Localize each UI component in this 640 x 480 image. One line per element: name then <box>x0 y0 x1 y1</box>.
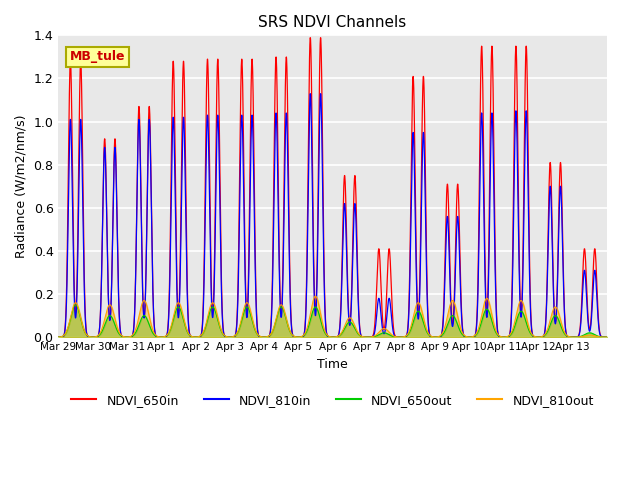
Legend: NDVI_650in, NDVI_810in, NDVI_650out, NDVI_810out: NDVI_650in, NDVI_810in, NDVI_650out, NDV… <box>67 389 599 412</box>
X-axis label: Time: Time <box>317 358 348 371</box>
Y-axis label: Radiance (W/m2/nm/s): Radiance (W/m2/nm/s) <box>15 114 28 258</box>
Text: MB_tule: MB_tule <box>69 50 125 63</box>
Title: SRS NDVI Channels: SRS NDVI Channels <box>259 15 406 30</box>
